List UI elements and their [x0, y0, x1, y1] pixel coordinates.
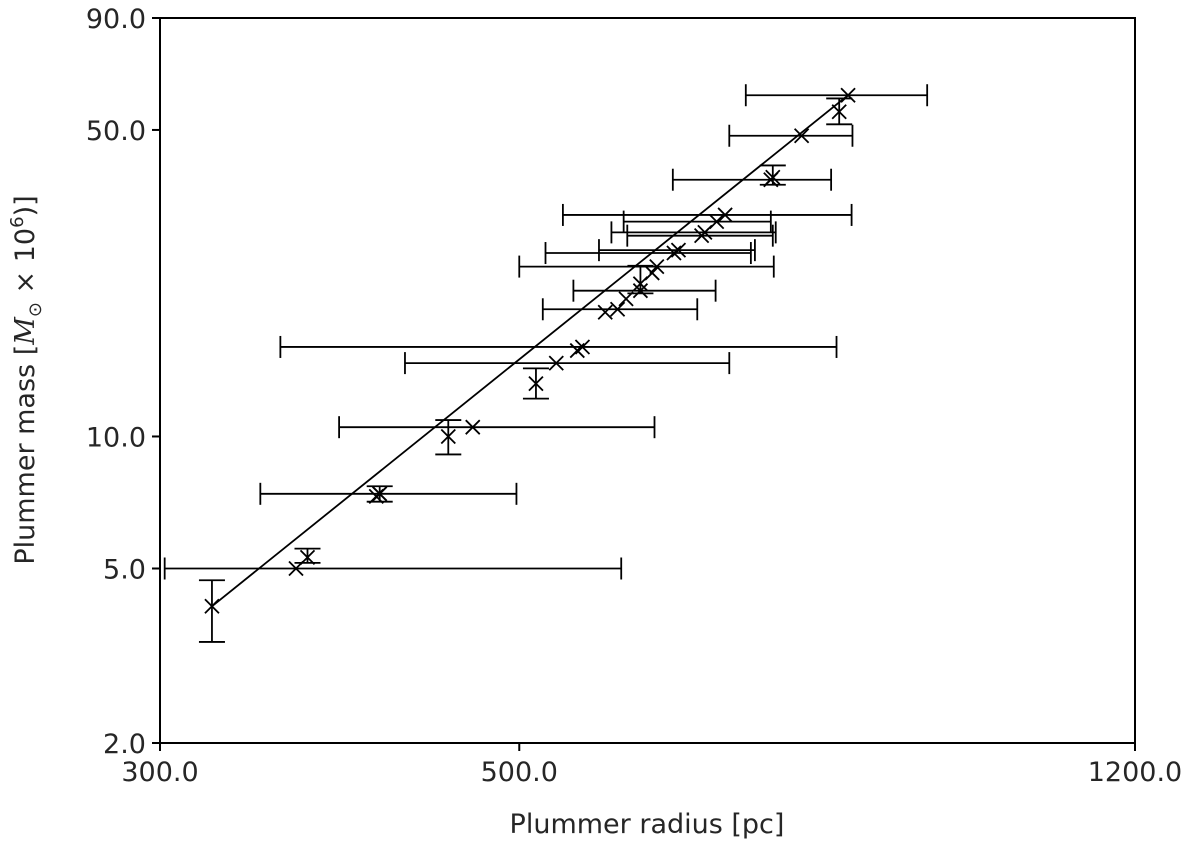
data-point [840, 87, 856, 103]
y-ticks: 2.0 5.0 10.0 50.0 90.0 [86, 4, 160, 760]
data-point [632, 283, 649, 299]
data-point [440, 428, 456, 445]
data-point [204, 598, 220, 614]
x-axis-label: Plummer radius [pc] [510, 809, 785, 840]
data-point [717, 207, 733, 223]
data-point [666, 245, 682, 261]
y-tick-label: 2.0 [103, 729, 146, 760]
y-tick-label: 10.0 [86, 422, 146, 453]
y-tick-label: 5.0 [103, 554, 146, 585]
data-point [709, 213, 725, 230]
data-point [670, 242, 687, 258]
data-point [597, 304, 613, 320]
x-tick-label: 500.0 [481, 757, 558, 788]
data-point [793, 128, 810, 144]
y-tick-label: 90.0 [86, 4, 146, 35]
data-point [609, 301, 626, 317]
data-point [644, 265, 660, 281]
data-point [765, 169, 781, 185]
x-tick-label: 300.0 [121, 757, 198, 788]
data-point [649, 258, 665, 275]
x-ticks: 300.0 500.0 1200.0 [121, 743, 1182, 788]
data-point [548, 355, 564, 371]
error-bars [163, 84, 929, 643]
data-point [618, 291, 634, 307]
plot-area [159, 17, 1136, 744]
data-point [465, 419, 481, 435]
data-markers [204, 87, 856, 614]
y-tick-label: 50.0 [86, 116, 146, 147]
x-tick-label: 1200.0 [1088, 757, 1182, 788]
data-point [574, 339, 591, 355]
data-point [372, 486, 388, 502]
data-point [528, 375, 544, 392]
y-axis-label: Plummer mass [M⊙ × 106)] [7, 195, 46, 564]
data-point [299, 549, 316, 566]
data-point [831, 104, 847, 120]
